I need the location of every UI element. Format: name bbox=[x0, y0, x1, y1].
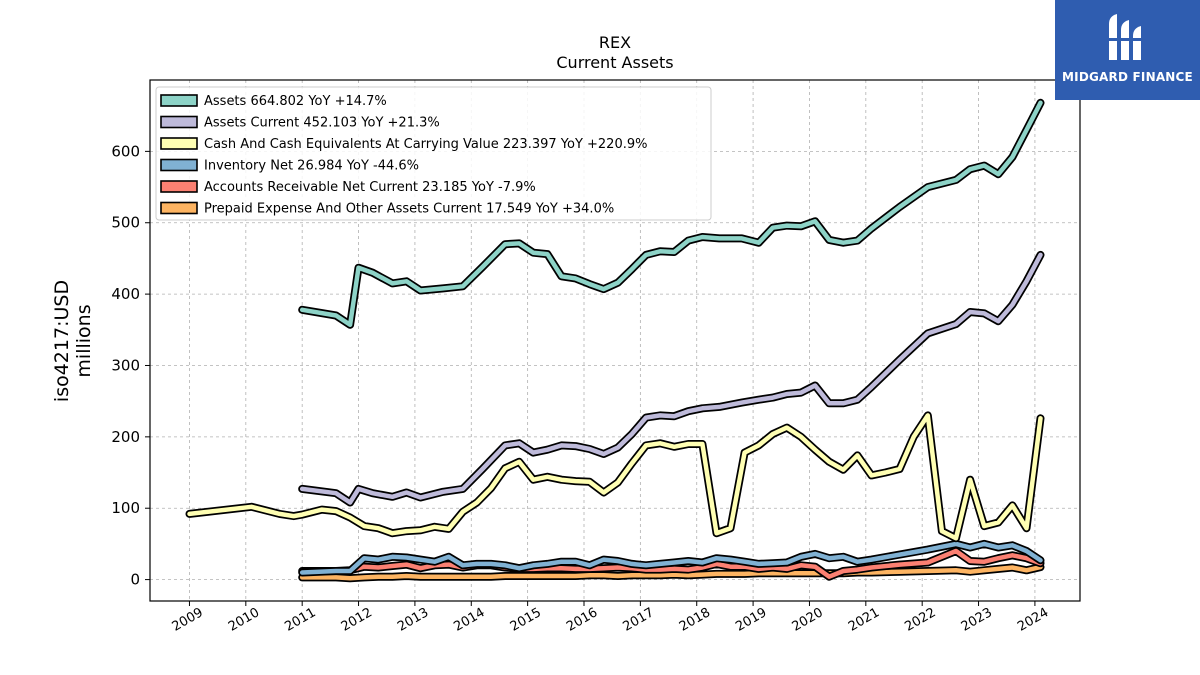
legend-item: Prepaid Expense And Other Assets Current… bbox=[160, 201, 614, 217]
x-axis: 2009 2010 2011 2012 2013 2014 2015 2016 2017 2018… bbox=[170, 601, 1051, 635]
legend-item: Assets 664.802 YoY +14.7% bbox=[160, 94, 387, 109]
series-stroke bbox=[299, 541, 1043, 575]
logo-text: MIDGARD FINANCE bbox=[1062, 70, 1193, 84]
legend-label: Prepaid Expense And Other Assets Current… bbox=[204, 202, 614, 217]
x-tick-label: 2022 bbox=[902, 605, 938, 635]
x-tick-label: 2010 bbox=[226, 605, 262, 635]
x-tick-label: 2011 bbox=[282, 605, 318, 635]
x-tick-label: 2012 bbox=[339, 605, 375, 635]
x-tick-label: 2015 bbox=[508, 605, 544, 635]
plot-frame bbox=[149, 79, 1081, 602]
legend-item: Assets Current 452.103 YoY +21.3% bbox=[160, 115, 440, 131]
x-tick-label: 2024 bbox=[1015, 605, 1051, 635]
legend-label: Assets 664.802 YoY +14.7% bbox=[204, 94, 387, 109]
svg-text:millions: millions bbox=[73, 304, 95, 377]
y-tick-label: 500 bbox=[111, 214, 140, 232]
y-tick-label: 300 bbox=[111, 356, 140, 374]
legend: Assets 664.802 YoY +14.7% Assets Current … bbox=[155, 86, 712, 221]
legend-label: Accounts Receivable Net Current 23.185 Y… bbox=[204, 180, 536, 195]
x-tick-label: 2021 bbox=[846, 605, 882, 635]
legend-label: Cash And Cash Equivalents At Carrying Va… bbox=[204, 137, 647, 152]
series-stroke bbox=[299, 564, 1043, 581]
series-line-5 bbox=[298, 563, 1045, 583]
y-tick-label: 400 bbox=[111, 285, 140, 303]
legend-swatch bbox=[160, 115, 198, 129]
x-tick-label: 2016 bbox=[564, 605, 600, 635]
x-tick-label: 2009 bbox=[170, 605, 206, 635]
series-outline bbox=[185, 411, 1045, 543]
y-tick-label: 0 bbox=[130, 571, 140, 589]
y-tick-label: 600 bbox=[111, 142, 140, 160]
legend-label: Assets Current 452.103 YoY +21.3% bbox=[204, 116, 440, 131]
chart-title: REX bbox=[599, 33, 631, 52]
x-tick-label: 2020 bbox=[790, 605, 826, 635]
series-outline bbox=[298, 250, 1045, 507]
y-tick-label: 100 bbox=[111, 499, 140, 517]
series-stroke bbox=[299, 252, 1043, 505]
series-stroke bbox=[299, 100, 1043, 328]
series-line-0 bbox=[298, 98, 1045, 329]
chart-subtitle: Current Assets bbox=[556, 53, 673, 72]
legend-swatch bbox=[160, 201, 198, 215]
legend-swatch bbox=[160, 158, 198, 172]
legend-swatch bbox=[160, 137, 198, 150]
legend-item: Accounts Receivable Net Current 23.185 Y… bbox=[160, 180, 536, 195]
legend-box bbox=[155, 86, 712, 221]
x-tick-label: 2017 bbox=[621, 605, 657, 635]
y-axis-label: iso4217:USD millions bbox=[51, 280, 95, 402]
logo-mark-icon bbox=[1107, 14, 1145, 60]
series-stroke bbox=[187, 413, 1043, 541]
x-tick-label: 2018 bbox=[677, 605, 713, 635]
brand-logo: MIDGARD FINANCE bbox=[1055, 0, 1200, 100]
legend-item: Cash And Cash Equivalents At Carrying Va… bbox=[160, 137, 647, 152]
series-line-2 bbox=[185, 411, 1045, 543]
y-axis: 0 100 200 300 400 500 600 bbox=[111, 142, 150, 589]
svg-text:iso4217:USD: iso4217:USD bbox=[51, 280, 73, 402]
series-line-3 bbox=[298, 539, 1045, 577]
x-tick-label: 2019 bbox=[733, 605, 769, 635]
series-line-1 bbox=[298, 250, 1045, 507]
legend-item: Inventory Net 26.984 YoY -44.6% bbox=[160, 158, 419, 174]
legend-swatch bbox=[160, 180, 198, 193]
x-tick-label: 2014 bbox=[451, 605, 487, 635]
legend-label: Inventory Net 26.984 YoY -44.6% bbox=[204, 159, 419, 174]
x-tick-label: 2013 bbox=[395, 605, 431, 635]
x-tick-label: 2023 bbox=[959, 605, 995, 635]
series-layer bbox=[185, 98, 1045, 583]
legend-swatch bbox=[160, 94, 198, 107]
y-tick-label: 200 bbox=[111, 428, 140, 446]
